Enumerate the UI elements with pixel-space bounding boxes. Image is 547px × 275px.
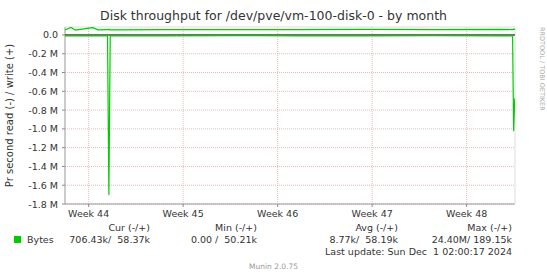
grid-line (65, 128, 515, 129)
series-group (65, 27, 515, 194)
legend-label: Bytes (27, 234, 54, 245)
stats-header: Cur (-/+) (108, 222, 150, 233)
grid-line (372, 27, 373, 204)
grid-line (183, 27, 184, 204)
grid-line (88, 27, 89, 204)
x-axis-line (65, 204, 515, 205)
y-tick-label: -1.4 M (28, 161, 58, 172)
stats-header: Min (-/+) (215, 222, 257, 233)
y-tick-label: -0.2 M (28, 48, 58, 59)
stats-value: 0.00 / 50.21k (191, 234, 258, 245)
y-tick-label: -1.8 M (28, 199, 58, 210)
y-tick-label: -0.4 M (28, 67, 58, 78)
y-tick-label: -0.6 M (28, 86, 58, 97)
legend-swatch (14, 236, 21, 243)
x-tick-label: Week 44 (68, 208, 109, 219)
grid-line (65, 204, 515, 205)
grid-line (65, 72, 515, 73)
series-line (65, 27, 515, 30)
x-tick-label: Week 48 (446, 208, 487, 219)
watermark: RRDTOOL / TOBI OETIKER (538, 27, 546, 111)
grid-line (277, 27, 278, 204)
stats-header: Avg (-/+) (355, 222, 398, 233)
y-tick-label: -1.6 M (28, 180, 58, 191)
plot-area (65, 27, 515, 204)
background (0, 0, 547, 275)
y-axis-label: Pr second read (-) / write (+) (4, 44, 15, 187)
y-tick-label: -1.0 M (28, 123, 58, 134)
y-tick-label: -0.8 M (28, 105, 58, 116)
y-axis-line (65, 27, 66, 204)
title: Disk throughput for /dev/pve/vm-100-disk… (100, 8, 447, 23)
stats-value: 706.43k/ 58.37k (69, 234, 150, 245)
x-tick-label: Week 46 (257, 208, 298, 219)
stats-value: 24.40M/ 189.15k (432, 234, 513, 245)
grid-line (65, 185, 515, 186)
grid-line (65, 53, 515, 54)
series-line (65, 36, 515, 195)
last-update: Last update: Sun Dec 1 02:00:17 2024 (325, 246, 512, 257)
y-tick-label: -1.2 M (28, 142, 58, 153)
grid-line (65, 147, 515, 148)
stats-value: 8.77k/ 58.19k (329, 234, 398, 245)
stats-header: Max (-/+) (467, 222, 512, 233)
grid-line (65, 91, 515, 92)
x-tick-label: Week 47 (352, 208, 393, 219)
chart: Disk throughput for /dev/pve/vm-100-disk… (0, 0, 547, 275)
y-tick-label: 0.0 (43, 29, 58, 40)
grid-line (65, 166, 515, 167)
x-tick-label: Week 45 (163, 208, 204, 219)
grid-line (65, 110, 515, 111)
footer: Munin 2.0.75 (249, 262, 298, 271)
plot-frame (65, 27, 515, 28)
grid-line (466, 27, 467, 204)
